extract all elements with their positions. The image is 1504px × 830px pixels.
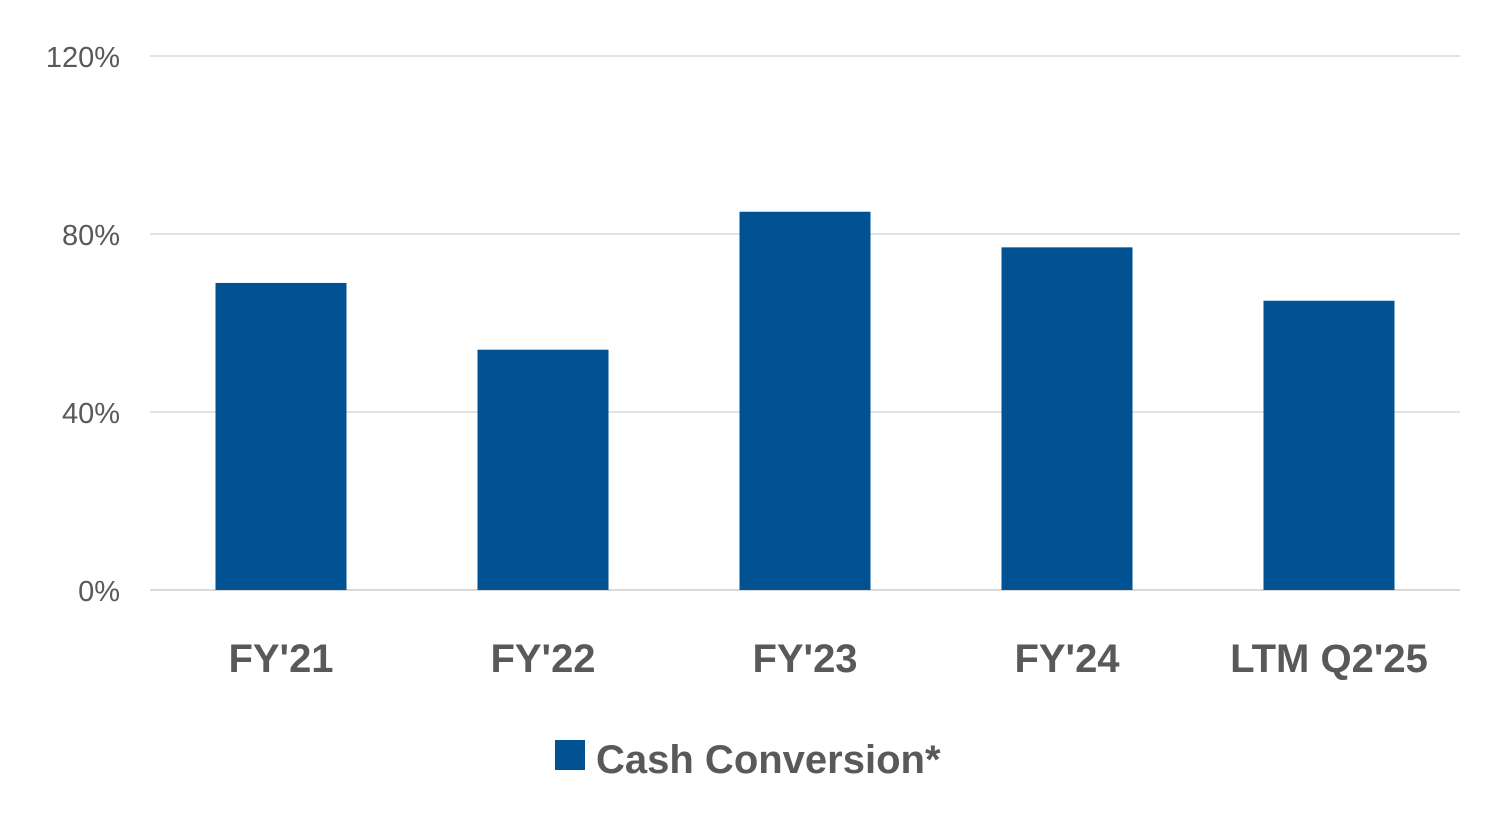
x-tick-label: FY'22 [490, 637, 595, 681]
bar [1001, 247, 1133, 590]
legend-label: Cash Conversion* [596, 738, 941, 782]
bar [739, 211, 871, 590]
y-tick-label: 80% [62, 220, 120, 252]
bar [1263, 300, 1395, 590]
y-tick-label: 40% [62, 398, 120, 430]
bars [215, 211, 1395, 590]
x-tick-label: FY'24 [1014, 637, 1120, 681]
x-tick-label: LTM Q2'25 [1230, 637, 1428, 681]
x-tick-label: FY'21 [228, 637, 333, 681]
y-tick-label: 0% [78, 576, 120, 608]
legend: Cash Conversion* [555, 738, 941, 782]
bar [477, 349, 609, 590]
y-axis-tick-labels: 0% 40% 80% 120% [46, 42, 120, 608]
y-tick-label: 120% [46, 42, 120, 74]
legend-swatch [555, 740, 585, 770]
bar [215, 282, 347, 590]
x-axis-tick-labels: FY'21 FY'22 FY'23 FY'24 LTM Q2'25 [228, 637, 1427, 681]
x-tick-label: FY'23 [752, 637, 857, 681]
